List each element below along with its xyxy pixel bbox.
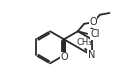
Text: O: O [60, 52, 68, 62]
Text: O: O [89, 17, 97, 27]
Text: Cl: Cl [91, 29, 100, 39]
Text: N: N [88, 50, 95, 60]
Text: CH₃: CH₃ [77, 38, 92, 47]
